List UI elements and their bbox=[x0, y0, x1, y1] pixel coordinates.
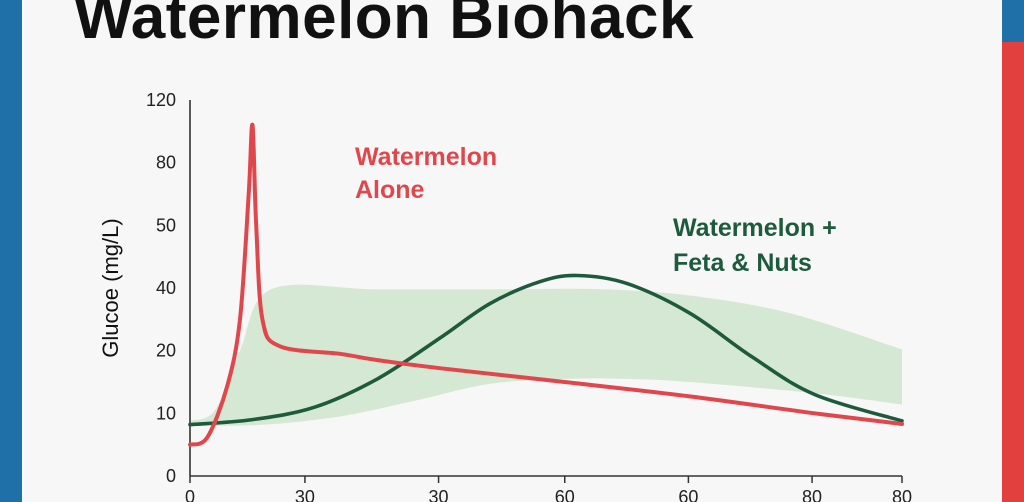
series-label-watermelon-feta-nuts: Watermelon + Feta & Nuts bbox=[673, 214, 844, 277]
x-tick-label: 0 bbox=[185, 487, 195, 502]
left-accent-bar bbox=[0, 0, 22, 502]
series-line-watermelon-alone bbox=[188, 123, 904, 447]
y-tick-label: 120 bbox=[146, 90, 176, 110]
x-tick-label: 80 bbox=[802, 487, 822, 502]
series-line-watermelon-feta-nuts bbox=[188, 273, 904, 427]
series-label-watermelon-alone: Watermelon Alone bbox=[355, 143, 504, 204]
y-tick-label: 40 bbox=[156, 278, 176, 298]
axes-layer bbox=[189, 100, 902, 477]
series-layer bbox=[188, 123, 904, 447]
shaded-range-layer bbox=[190, 284, 902, 426]
y-tick-label: 20 bbox=[156, 341, 176, 361]
series-label-line-1: Watermelon bbox=[355, 143, 497, 171]
x-tick-label: 30 bbox=[429, 487, 449, 502]
series-label-line-2: Alone bbox=[355, 176, 425, 204]
y-tick-label: 10 bbox=[156, 403, 176, 423]
series-label-line-1: Watermelon + bbox=[673, 214, 837, 242]
right-accent-bar bbox=[1002, 0, 1024, 502]
y-tick-label: 0 bbox=[166, 466, 176, 486]
x-tick-label: 60 bbox=[555, 487, 575, 502]
y-tick-label: 80 bbox=[156, 153, 176, 173]
right-accent-blue-segment bbox=[1002, 0, 1024, 42]
x-tick-label: 80 bbox=[892, 487, 912, 502]
y-axis-label: Glucoe (mg/L) bbox=[98, 218, 123, 357]
ticks-layer: 0 10 20 40 50 80 120 0 30 30 60 60 80 80 bbox=[146, 90, 912, 502]
x-tick-label: 60 bbox=[678, 487, 698, 502]
series-label-line-2: Feta & Nuts bbox=[673, 249, 812, 277]
x-tick-label: 30 bbox=[295, 487, 315, 502]
chart-title: Watermelon Biohack bbox=[74, 0, 694, 52]
y-tick-label: 50 bbox=[156, 215, 176, 235]
shaded-range-band bbox=[190, 284, 902, 426]
